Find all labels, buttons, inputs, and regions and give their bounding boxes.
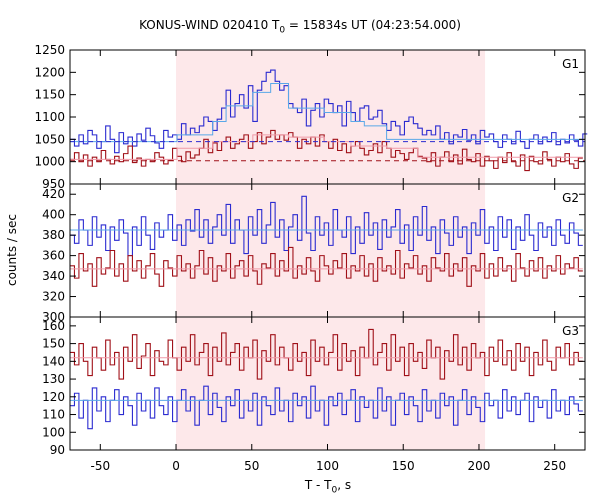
y-tick-label: 950 — [42, 177, 65, 191]
series-g1-blue — [70, 69, 588, 154]
x-tick-label: -50 — [90, 459, 110, 473]
title-subscript: 0 — [279, 25, 286, 36]
xlabel-text: T - T — [304, 478, 332, 492]
y-tick-label: 1250 — [34, 43, 65, 57]
chart-title: KONUS-WIND 020410 T0 = 15834s UT (04:23:… — [0, 18, 600, 35]
y-tick-label: 400 — [42, 208, 65, 222]
y-tick-label: 1000 — [34, 155, 65, 169]
xlabel-suffix: , s — [337, 478, 352, 492]
x-axis-label: T - T0, s — [305, 478, 351, 495]
y-tick-label: 380 — [42, 228, 65, 242]
y-tick-label: 320 — [42, 290, 65, 304]
y-tick-label: 1200 — [34, 65, 65, 79]
series-g3-red — [70, 328, 583, 380]
series-g2-red — [70, 246, 583, 287]
y-tick-label: 160 — [42, 319, 65, 333]
y-tick-label: 420 — [42, 187, 65, 201]
x-tick-label: 200 — [468, 459, 491, 473]
y-tick-label: 1100 — [34, 110, 65, 124]
panel-label-g3: G3 — [562, 324, 579, 338]
y-tick-label: 90 — [50, 443, 65, 457]
y-tick-label: 340 — [42, 269, 65, 283]
y-tick-label: 110 — [42, 408, 65, 422]
y-tick-label: 300 — [42, 310, 65, 324]
panel-label-g1: G1 — [562, 57, 579, 71]
y-tick-label: 1050 — [34, 132, 65, 146]
x-tick-label: 150 — [392, 459, 415, 473]
title-text: KONUS-WIND 020410 T — [139, 18, 280, 32]
panel-label-g2: G2 — [562, 191, 579, 205]
highlight-interval — [176, 50, 486, 450]
y-tick-label: 360 — [42, 249, 65, 263]
y-tick-label: 140 — [42, 354, 65, 368]
y-tick-label: 130 — [42, 372, 65, 386]
x-tick-label: 100 — [316, 459, 339, 473]
title-suffix: = 15834s UT (04:23:54.000) — [285, 18, 461, 32]
x-tick-label: 250 — [543, 459, 566, 473]
x-tick-label: 0 — [172, 459, 180, 473]
y-tick-label: 150 — [42, 337, 65, 351]
y-tick-label: 1150 — [34, 88, 65, 102]
series-g2-blue — [70, 195, 583, 257]
y-tick-label: 120 — [42, 390, 65, 404]
y-tick-label: 100 — [42, 425, 65, 439]
x-tick-label: 50 — [244, 459, 259, 473]
series-g1-pink — [70, 134, 583, 160]
xlabel-subscript: 0 — [331, 485, 338, 496]
